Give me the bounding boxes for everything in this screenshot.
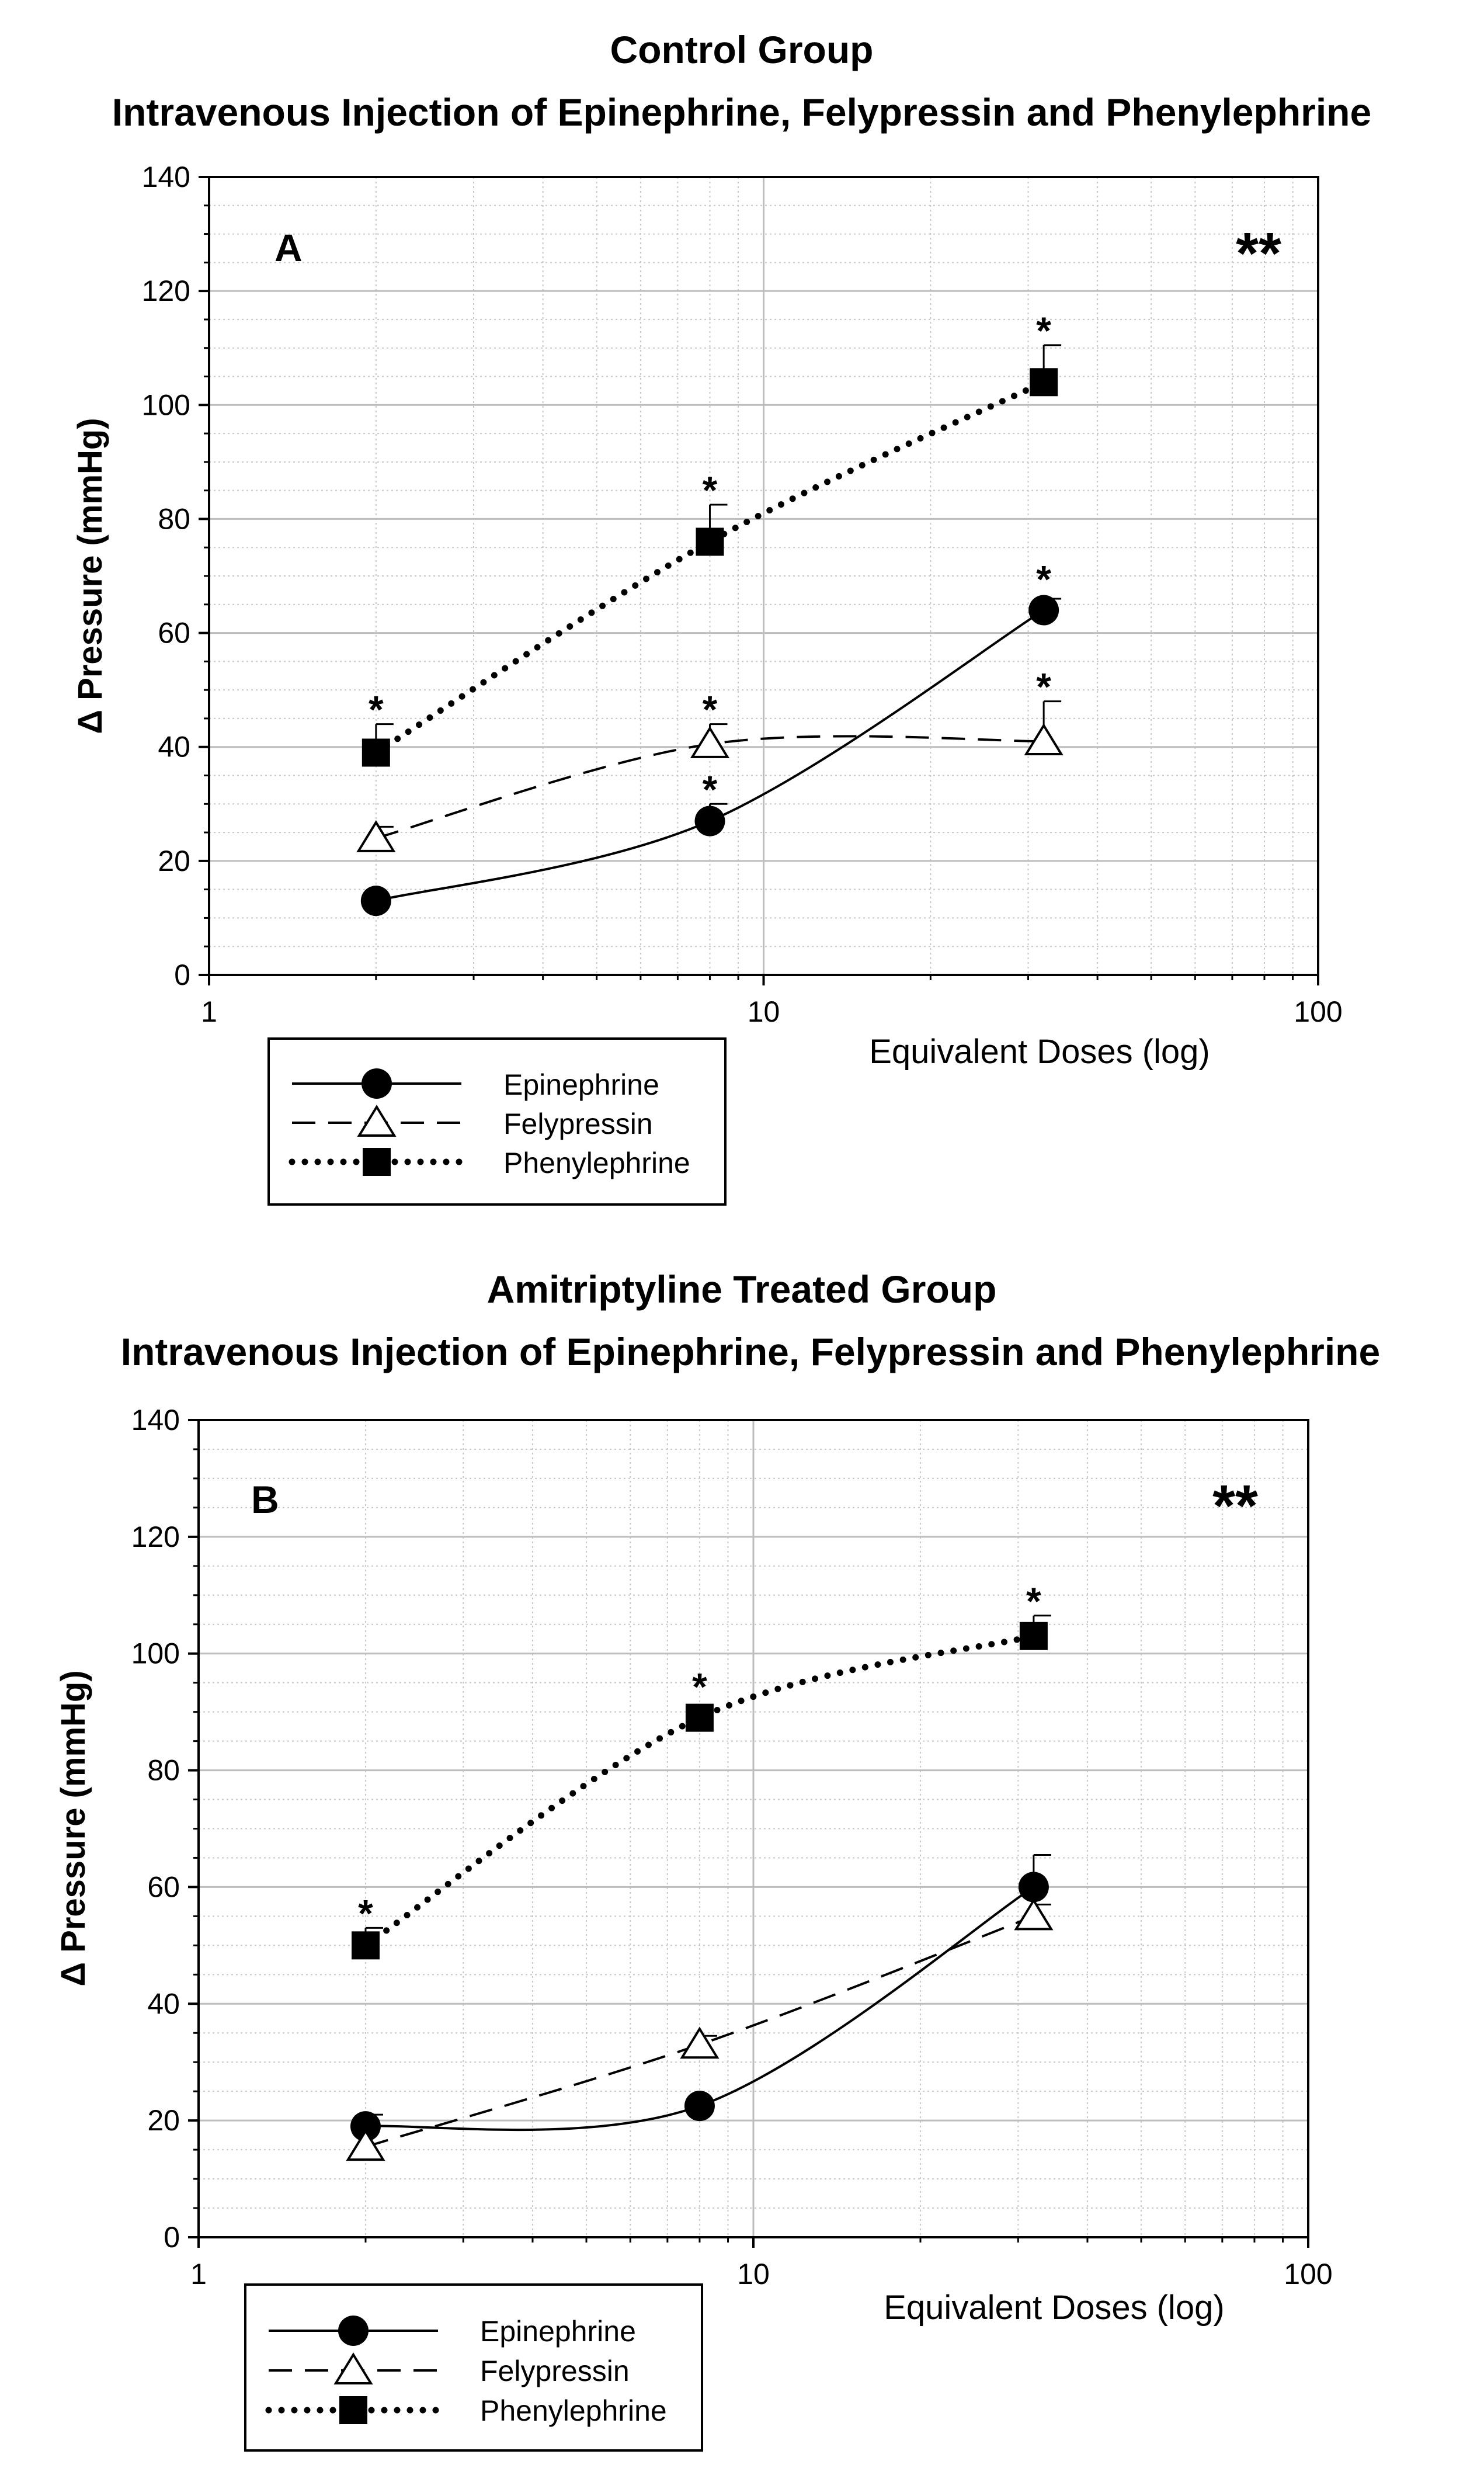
panel-title-line1: Control Group — [610, 28, 874, 71]
series: ******* — [356, 309, 1064, 917]
significance-star: * — [692, 1665, 707, 1709]
significance-star: * — [1036, 665, 1051, 709]
grid — [209, 177, 1318, 975]
panel-a: Control Group Intravenous Injection of E… — [71, 28, 1371, 1206]
panel-label: B — [251, 1478, 279, 1521]
y-axis-label: Δ Pressure (mmHg) — [71, 418, 109, 734]
data-point — [1018, 1872, 1049, 1903]
legend-label-felypressin: Felypressin — [480, 2355, 630, 2387]
x-tick-label: 1 — [201, 995, 217, 1028]
y-tick-label: 100 — [142, 388, 190, 421]
legend-box — [244, 2283, 703, 2452]
y-tick-label: 140 — [142, 161, 190, 193]
legend-marker-epinephrine — [362, 1068, 392, 1099]
significance-star: * — [703, 768, 718, 811]
y-tick-label: 80 — [158, 502, 190, 535]
x-tick-label: 10 — [748, 995, 780, 1028]
data-point — [350, 2111, 381, 2142]
legend-marker-epinephrine — [338, 2316, 369, 2346]
data-point — [1014, 1898, 1054, 1931]
legend-label-phenylephrine: Phenylephrine — [480, 2394, 667, 2427]
legend-marker-felypressin — [333, 2352, 373, 2384]
legend-label-epinephrine: Epinephrine — [503, 1068, 659, 1101]
series-phenylephrine: * * * — [351, 1580, 1051, 1960]
legend-marker-phenylephrine — [339, 2396, 367, 2424]
significance-star: * — [1036, 558, 1051, 601]
data-point — [680, 2026, 720, 2059]
data-point — [1019, 1622, 1048, 1650]
y-tick-label: 60 — [158, 617, 190, 650]
y-axis-label: Δ Pressure (mmHg) — [54, 1670, 92, 1986]
series-phenylephrine: * * * — [362, 309, 1062, 767]
data-point — [696, 527, 724, 556]
significance-star: * — [1036, 309, 1051, 352]
series: * * * — [346, 1580, 1054, 2161]
legend-label-epinephrine: Epinephrine — [480, 2315, 636, 2348]
y-tick-label: 40 — [158, 731, 190, 763]
significance-marker: ** — [1236, 221, 1281, 286]
data-point — [360, 886, 391, 917]
data-point — [356, 820, 396, 852]
significance-star: * — [358, 1891, 373, 1935]
data-point — [346, 2129, 385, 2161]
panel-title-line2: Intravenous Injection of Epinephrine, Fe… — [121, 1330, 1380, 1373]
data-point — [694, 806, 725, 836]
x-axis-label: Equivalent Doses (log) — [869, 1033, 1210, 1071]
legend-marker-felypressin — [357, 1105, 397, 1137]
legend-label-phenylephrine: Phenylephrine — [503, 1147, 690, 1179]
y-tick-label: 40 — [147, 1987, 180, 2020]
legend-label-felypressin: Felypressin — [503, 1108, 653, 1140]
y-tick-label: 120 — [131, 1521, 180, 1553]
significance-star: * — [369, 688, 384, 731]
series-line-felypressin — [365, 1915, 1034, 2148]
data-point — [685, 1703, 714, 1732]
legend: Epinephrine Felypressin Phenylephrine — [267, 1037, 727, 1206]
panel-title-line1: Amitriptyline Treated Group — [487, 1268, 997, 1311]
y-tick-label: 120 — [142, 275, 190, 307]
legend-marker-phenylephrine — [363, 1148, 391, 1176]
grid — [199, 1420, 1308, 2237]
significance-marker: ** — [1212, 1473, 1258, 1539]
y-tick-label: 100 — [131, 1637, 180, 1670]
significance-star: * — [703, 688, 718, 731]
panel-b: Amitriptyline Treated Group Intravenous … — [54, 1268, 1380, 2452]
panel-label: A — [274, 226, 303, 269]
x-axis-label: Equivalent Doses (log) — [884, 2289, 1225, 2327]
x-tick-label: 10 — [737, 2258, 770, 2290]
data-point — [684, 2091, 715, 2122]
x-tick-label: 1 — [190, 2258, 207, 2290]
legend: Epinephrine Felypressin Phenylephrine — [244, 2283, 703, 2452]
series-felypressin: ** — [356, 665, 1064, 852]
data-point — [362, 738, 390, 767]
y-tick-label: 20 — [158, 845, 190, 877]
data-point — [1028, 595, 1059, 626]
significance-star: * — [1026, 1580, 1041, 1623]
data-point — [351, 1931, 380, 1960]
y-tick-label: 0 — [174, 959, 190, 991]
series-felypressin — [346, 1898, 1054, 2161]
axes: 0 20 40 60 80 100 120 140 1 10 100 — [142, 161, 1343, 1028]
x-tick-label: 100 — [1284, 2258, 1332, 2290]
significance-star: * — [703, 468, 718, 512]
y-tick-label: 140 — [131, 1404, 180, 1436]
y-tick-label: 80 — [147, 1754, 180, 1787]
axes: 0 20 40 60 80 100 120 140 1 10 100 — [131, 1404, 1333, 2290]
series-epinephrine — [350, 1853, 1051, 2142]
y-tick-label: 60 — [147, 1870, 180, 1903]
series-epinephrine: ** — [360, 558, 1062, 917]
data-point — [690, 726, 730, 758]
x-tick-label: 100 — [1294, 995, 1342, 1028]
y-tick-label: 0 — [164, 2221, 180, 2254]
data-point — [1030, 368, 1058, 397]
data-point — [1024, 723, 1064, 755]
y-tick-label: 20 — [147, 2104, 180, 2137]
panel-title-line2: Intravenous Injection of Epinephrine, Fe… — [112, 91, 1371, 134]
